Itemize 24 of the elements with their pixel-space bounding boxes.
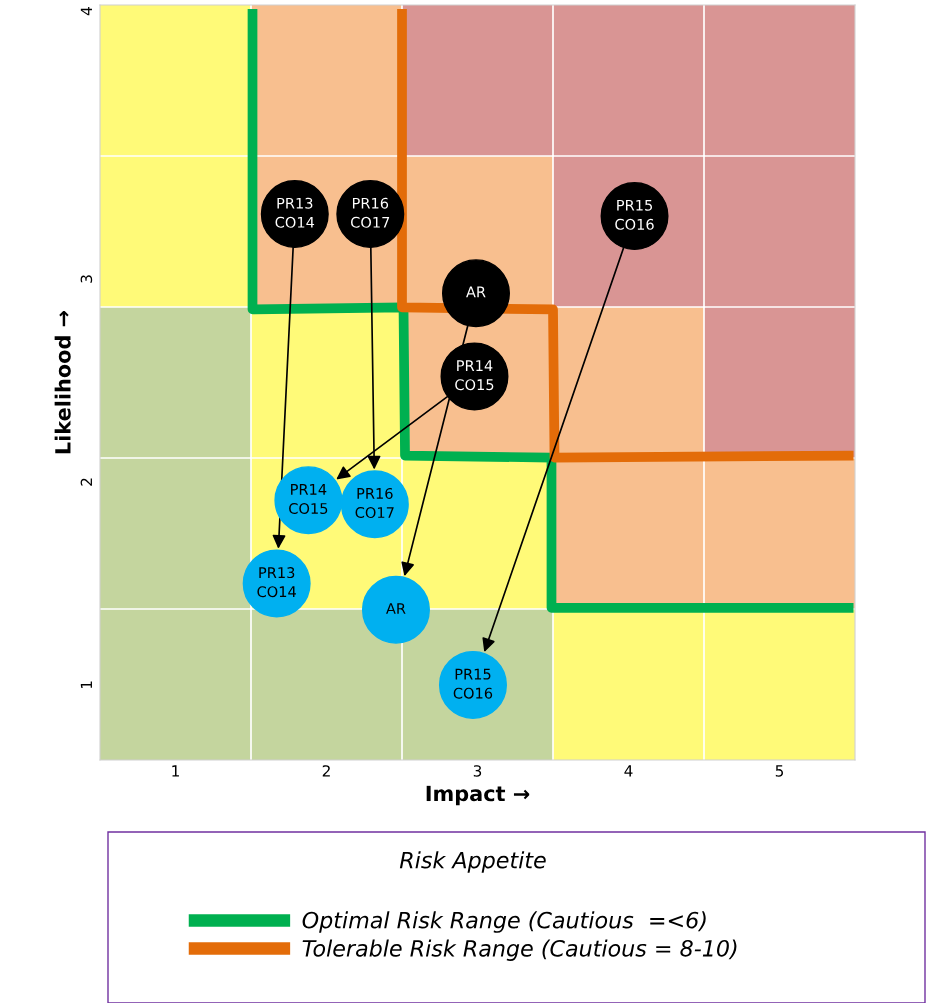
- annotation: PR16 CO17: [355, 487, 394, 519]
- legend-label: Optimal Risk Range (Cautious =<6): [302, 911, 706, 933]
- y-tick-label: 3: [80, 275, 93, 283]
- annotation: PR16 CO17: [351, 197, 390, 228]
- annotation: AR: [386, 603, 406, 614]
- annotation: AR: [466, 286, 486, 298]
- annotation: PR14 CO15: [289, 484, 328, 514]
- y-tick-label: 4: [80, 7, 92, 16]
- x-tick-label: 2: [322, 765, 330, 777]
- legend-label: Tolerable Risk Range (Cautious = 8-10): [302, 939, 737, 961]
- annotation: PR13 CO14: [257, 567, 296, 598]
- legend-title: Risk Appetite: [399, 851, 546, 873]
- x-tick-label: 3: [473, 765, 482, 777]
- y-axis-title: Likelihood →: [54, 310, 71, 454]
- annotation: PR14 CO15: [455, 360, 494, 391]
- annotation: PR15 CO16: [453, 668, 493, 699]
- x-tick-label: 4: [624, 765, 633, 777]
- x-tick-label: 5: [775, 765, 784, 777]
- x-axis-title: Impact →: [426, 785, 530, 806]
- x-tick-label: 1: [172, 765, 179, 777]
- y-tick-label: 2: [80, 478, 92, 486]
- y-tick-label: 1: [80, 681, 92, 689]
- annotation: PR13 CO14: [275, 197, 315, 228]
- annotation: PR15 CO16: [615, 199, 654, 230]
